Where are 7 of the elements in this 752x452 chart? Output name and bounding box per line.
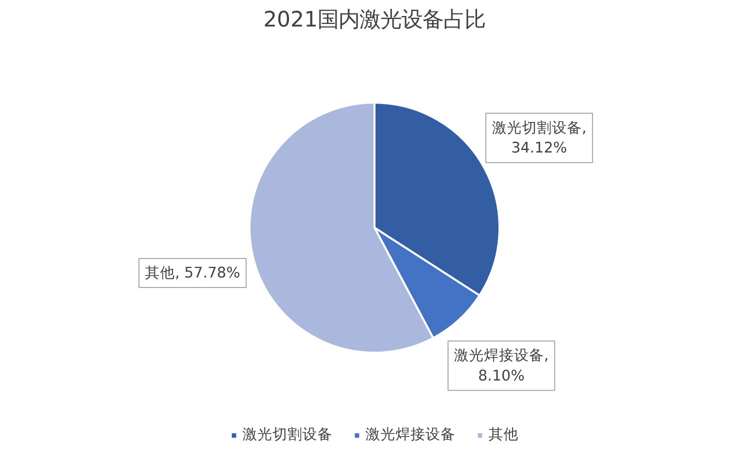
legend-label: 激光切割设备 (242, 425, 332, 444)
data-label: 其他, 57.78% (144, 264, 240, 282)
data-label: 激光焊接设备, 8.10% (454, 347, 549, 384)
data-label: 激光切割设备, 34.12% (492, 119, 586, 157)
chart-title: 2021国内激光设备占比 (263, 8, 486, 32)
legend-label: 其他 (488, 425, 518, 444)
legend-label: 激光焊接设备 (366, 425, 456, 444)
